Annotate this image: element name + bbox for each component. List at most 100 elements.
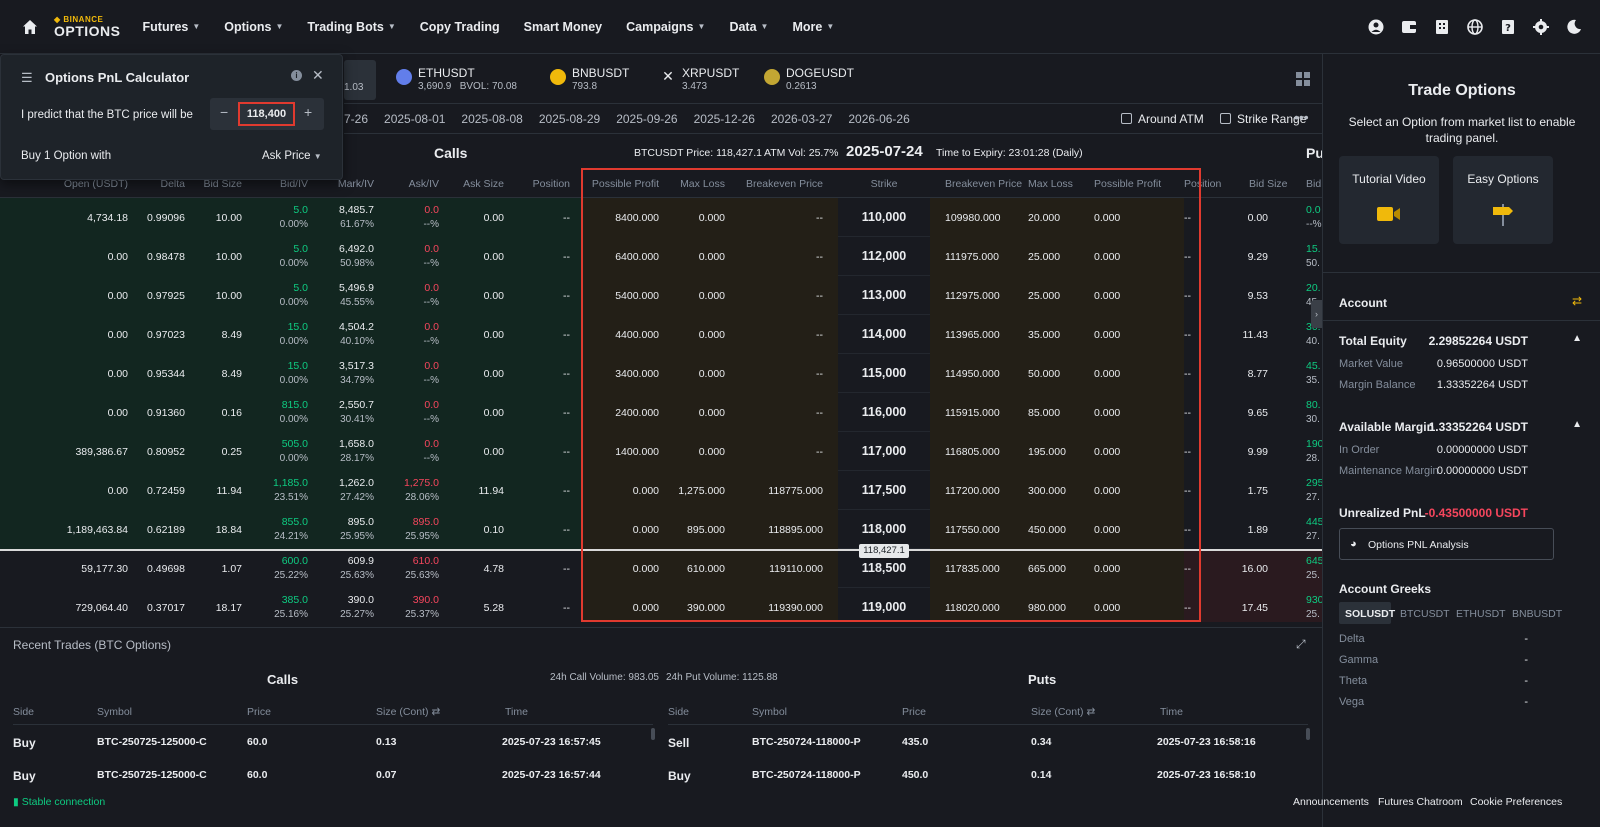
info-icon[interactable]: i [291,70,302,81]
dark-mode-icon[interactable] [1566,19,1582,35]
symbol-tab-ethusdt[interactable]: ETHUSDT 3,690.9 BVOL: 70.08 [396,66,517,94]
nav-copy-trading[interactable]: Copy Trading [419,19,500,34]
symbol-tab-xrpusdt[interactable]: ✕ XRPUSDT 3.473 [660,66,739,94]
option-chain-row[interactable]: 0.00 0.97023 8.49 15.0 0.00% 4,504.2 40.10% 0.0… [0,315,1322,354]
nav-futures[interactable]: Futures ▼ [142,19,201,34]
swap-icon[interactable]: ⇄ [1086,706,1096,718]
expiry-date-tab[interactable]: 2026-03-27 [770,111,833,126]
nav-options[interactable]: Options ▼ [224,19,284,34]
trade-symbol[interactable]: BTC-250725-125000-C [97,769,207,781]
cookie-preferences-link[interactable]: Cookie Preferences [1470,796,1563,808]
increment-button[interactable]: + [304,104,313,120]
ask-price[interactable]: 0.0 [424,438,439,450]
nav-campaigns[interactable]: Campaigns ▼ [626,19,706,34]
around-atm-checkbox[interactable]: Around ATM [1121,112,1204,126]
bid-price[interactable]: 5.0 [293,282,308,294]
nav-more[interactable]: More ▼ [792,19,835,34]
bid-price[interactable]: 5.0 [293,243,308,255]
option-chain-row[interactable]: 0.00 0.97925 10.00 5.0 0.00% 5,496.9 45.55% 0.0… [0,276,1322,315]
help-icon[interactable]: ? [1500,19,1516,35]
globe-icon[interactable] [1467,19,1483,35]
tutorial-video-button[interactable]: Tutorial Video [1339,156,1439,244]
ask-price[interactable]: 0.0 [424,243,439,255]
bid-price[interactable]: 855.0 [281,516,308,528]
bid-price[interactable]: 15.0 [287,321,308,333]
put-bid-price[interactable]: 645 [1306,555,1322,567]
scrollbar[interactable] [651,728,655,740]
put-bid-price[interactable]: 45. [1306,360,1321,372]
chevron-up-icon[interactable]: ▲ [1572,333,1582,344]
ask-price[interactable]: 0.0 [424,399,439,411]
bid-price[interactable]: 600.0 [281,555,308,567]
easy-options-button[interactable]: Easy Options [1453,156,1553,244]
ask-price[interactable]: 0.0 [424,282,439,294]
put-bid-price[interactable]: 20. [1306,282,1321,294]
trade-symbol[interactable]: BTC-250725-125000-C [97,736,207,748]
ask-price[interactable]: 0.0 [424,360,439,372]
orders-icon[interactable] [1434,19,1450,35]
ask-price[interactable]: 610.0 [412,555,439,567]
scrollbar[interactable] [1306,728,1310,740]
expiry-date-tab[interactable]: 2026-06-26 [848,111,910,126]
option-chain-row[interactable]: 0.00 0.95344 8.49 15.0 0.00% 3,517.3 34.79% 0.0… [0,354,1322,393]
option-chain-row[interactable]: 0.00 0.91360 0.16 815.0 0.00% 2,550.7 30.41% 0.… [0,393,1322,432]
put-bid-price[interactable]: 0.0 [1306,204,1321,216]
expiry-date-tab[interactable]: 2025-12-26 [693,111,755,126]
drag-handle-icon[interactable]: ☰ [21,70,33,85]
put-bid-price[interactable]: 445 [1306,516,1322,528]
option-chain-row[interactable]: 0.00 0.98478 10.00 5.0 0.00% 6,492.0 50.98% 0.0… [0,237,1322,276]
options-pnl-analysis-button[interactable]: ◕ Options PNL Analysis [1339,528,1554,560]
trade-symbol[interactable]: BTC-250724-118000-P [752,736,861,748]
option-chain-row[interactable]: 59,177.30 0.49698 1.07 600.0 25.22% 609.9 25.6… [0,549,1322,588]
home-icon[interactable] [20,17,40,37]
put-bid-price[interactable]: 15. [1306,243,1321,255]
bid-price[interactable]: 385.0 [281,594,308,606]
wallet-icon[interactable] [1401,19,1417,35]
decrement-button[interactable]: − [220,104,229,120]
predicted-price-input[interactable]: 118,400 [238,102,295,126]
expand-panel-chevron-icon[interactable]: › [1311,300,1322,328]
symbol-tab-bnbusdt[interactable]: BNBUSDT 793.8 [550,66,629,94]
expiry-date-tab[interactable]: 7-26 [344,111,369,126]
bid-price[interactable]: 505.0 [281,438,308,450]
announcements-link[interactable]: Announcements [1293,796,1369,808]
option-chain-row[interactable]: 729,064.40 0.37017 18.17 385.0 25.16% 390.0 25… [0,588,1322,622]
transfer-icon[interactable]: ⇄ [1571,294,1582,308]
futures-chatroom-link[interactable]: Futures Chatroom [1378,796,1463,808]
put-bid-price[interactable]: 930 [1306,594,1322,606]
expiry-date-tab[interactable]: 2025-09-26 [616,111,678,126]
greek-tab-solusdt[interactable]: SOLUSDT [1345,608,1396,620]
greek-tab-ethusdt[interactable]: ETHUSDT [1456,608,1506,620]
expiry-date-tab[interactable]: 2025-08-29 [538,111,601,126]
ask-price[interactable]: 1,275.0 [403,477,439,489]
price-type-select[interactable]: Ask Price ▼ [262,150,322,162]
user-icon[interactable] [1368,19,1384,35]
swap-icon[interactable]: ⇄ [431,706,441,718]
settings-icon[interactable] [1533,19,1549,35]
put-bid-price[interactable]: 190 [1306,438,1322,450]
option-chain-row[interactable]: 1,189,463.84 0.62189 18.84 855.0 24.21% 895.0… [0,510,1322,549]
put-bid-price[interactable]: 295 [1306,477,1322,489]
bid-price[interactable]: 5.0 [293,204,308,216]
ask-price[interactable]: 0.0 [424,204,439,216]
symbol-tab-dogeusdt[interactable]: DOGEUSDT 0.2613 [764,66,854,94]
ask-price[interactable]: 895.0 [412,516,439,528]
greek-tab-bnbusdt[interactable]: BNBUSDT [1512,608,1563,620]
greek-tab-btcusdt[interactable]: BTCUSDT [1400,608,1450,620]
active-symbol-tab[interactable]: 1.03 [344,60,376,100]
expiry-date-tab[interactable]: 2025-08-08 [461,111,523,126]
trade-symbol[interactable]: BTC-250724-118000-P [752,769,861,781]
option-chain-row[interactable]: 4,734.18 0.99096 10.00 5.0 0.00% 8,485.7 61.67… [0,198,1322,237]
nav-trading-bots[interactable]: Trading Bots ▼ [307,19,396,34]
nav-data[interactable]: Data ▼ [729,19,769,34]
expand-icon[interactable]: ⤢ [1296,637,1306,651]
option-chain-row[interactable]: 389,386.67 0.80952 0.25 505.0 0.00% 1,658.0 28… [0,432,1322,471]
grid-layout-icon[interactable] [1296,72,1310,89]
bid-price[interactable]: 15.0 [287,360,308,372]
nav-smart-money[interactable]: Smart Money [523,19,603,34]
put-bid-price[interactable]: 80. [1306,399,1321,411]
bid-price[interactable]: 1,185.0 [272,477,308,489]
more-options-icon[interactable]: ••• [1294,109,1309,125]
binance-options-logo[interactable]: ◆ BINANCE OPTIONS [54,15,121,38]
ask-price[interactable]: 390.0 [412,594,439,606]
